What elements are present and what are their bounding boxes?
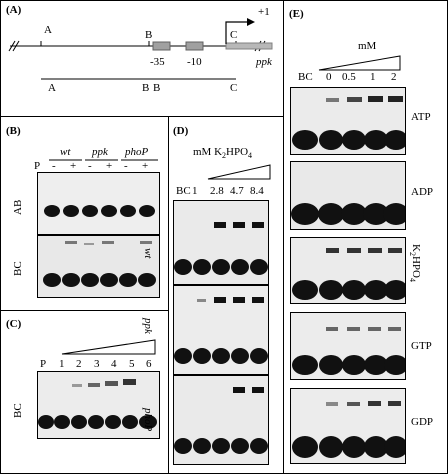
vertical-divider-E — [283, 0, 284, 474]
gradient-wedge-C — [61, 339, 156, 355]
lane-B-4: + — [106, 160, 113, 172]
gene-box — [225, 42, 273, 50]
lane-D-8p4: 8.4 — [250, 185, 264, 197]
row-label-E-ADP: ADP — [411, 186, 434, 198]
fragment-label-B1: B — [142, 82, 150, 94]
lane-B-3: - — [88, 160, 92, 172]
lane-C-3: 3 — [94, 358, 100, 370]
row-label-D-wt: wt — [142, 248, 154, 259]
row-label-C-BC: BC — [12, 403, 24, 418]
gel-E-GTP — [290, 312, 406, 380]
row-label-E-GDP: GDP — [411, 416, 434, 428]
row-label-E-ATP: ATP — [411, 111, 431, 123]
lane-B-6: + — [142, 160, 149, 172]
lane-B-1: - — [52, 160, 56, 172]
lane-C-2: 2 — [76, 358, 82, 370]
gel-B-AB — [37, 172, 160, 235]
lane-D-BC: BC — [176, 185, 191, 197]
box-minus10 — [185, 41, 204, 51]
minus10-label: -10 — [187, 56, 202, 68]
promoter-map — [8, 18, 273, 80]
strain-ppk: ppk — [92, 146, 108, 158]
fragment-label-C: C — [230, 82, 238, 94]
gel-C — [37, 371, 160, 439]
protein-P-label: P — [34, 160, 41, 172]
gel-E-GDP — [290, 388, 406, 464]
tss-label: +1 — [258, 6, 270, 18]
panel-label-B: (B) — [6, 125, 21, 137]
minus35-label: -35 — [150, 56, 165, 68]
gel-D-wt — [173, 200, 269, 285]
strain-wt: wt — [60, 146, 71, 158]
site-B-label: B — [145, 29, 153, 41]
lane-C-6: 6 — [146, 358, 152, 370]
gel-D-ppk — [173, 285, 269, 375]
gel-E-ADP — [290, 161, 406, 230]
vertical-divider-D — [168, 116, 169, 474]
gel-E-ATP — [290, 87, 406, 155]
gel-E-K2HPO4 — [290, 237, 406, 304]
row-label-AB: AB — [12, 199, 24, 215]
lane-B-2: + — [70, 160, 77, 172]
E-unit: mM — [358, 40, 377, 52]
row-label-E-K2HPO4: K2HPO4 — [407, 244, 422, 282]
panel-label-D: (D) — [173, 125, 189, 137]
panel-label-A: (A) — [6, 4, 22, 16]
lane-C-P: P — [40, 358, 47, 370]
site-C-label: C — [230, 29, 238, 41]
box-minus35 — [152, 41, 171, 51]
panel-label-C: (C) — [6, 318, 22, 330]
lane-C-1: 1 — [59, 358, 65, 370]
lane-E-1: 1 — [370, 71, 376, 83]
lane-D-1: 1 — [192, 185, 198, 197]
fragment-label-B2: B — [153, 82, 161, 94]
horizontal-divider-B — [0, 310, 168, 311]
tss-arrow — [225, 21, 247, 44]
lane-E-BC: BC — [298, 71, 313, 83]
D-title: mM K2HPO4 — [193, 146, 253, 161]
row-label-E-GTP: GTP — [411, 340, 432, 352]
gene-label: ppk — [256, 56, 272, 68]
strain-phoP: phoP — [125, 146, 149, 158]
lane-D-4p7: 4.7 — [230, 185, 244, 197]
gradient-wedge-E — [318, 55, 401, 71]
row-label-D-ppk: ppk — [142, 318, 154, 334]
gradient-wedge-D — [207, 164, 271, 180]
strain-underlines — [49, 159, 158, 161]
lane-D-2p8: 2.8 — [210, 185, 224, 197]
gel-B-BC — [37, 235, 160, 298]
panel-label-E: (E) — [289, 8, 304, 20]
fragment-label-A: A — [48, 82, 56, 94]
gel-D-phoP — [173, 375, 269, 465]
lane-B-5: - — [124, 160, 128, 172]
row-label-D-phoP: phoP — [142, 408, 154, 432]
lane-C-4: 4 — [111, 358, 117, 370]
lane-E-0: 0 — [326, 71, 332, 83]
lane-E-0p5: 0.5 — [342, 71, 356, 83]
lane-C-5: 5 — [129, 358, 135, 370]
horizontal-divider-A — [0, 116, 283, 117]
lane-E-2: 2 — [391, 71, 397, 83]
site-A-label: A — [44, 24, 52, 36]
row-label-BC: BC — [12, 261, 24, 276]
